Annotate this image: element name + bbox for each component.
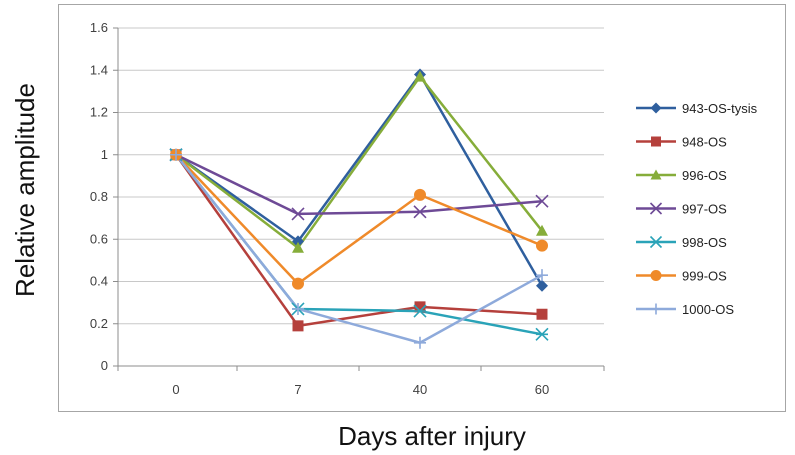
x-axis-title: Days after injury <box>338 421 526 451</box>
legend-item: 943-OS-tysis <box>636 101 758 116</box>
series-line <box>175 73 544 287</box>
legend-marker <box>649 235 663 249</box>
y-tick-label: 0.4 <box>90 274 108 289</box>
data-point <box>536 224 548 236</box>
series-line <box>175 153 543 345</box>
y-axis-title: Relative amplitude <box>10 83 40 297</box>
data-point <box>414 70 426 82</box>
data-point <box>292 235 304 248</box>
y-tick-label: 1.2 <box>90 105 108 120</box>
legend-marker <box>650 270 662 281</box>
data-point <box>292 320 304 332</box>
legend-item: 1000-OS <box>636 302 734 317</box>
y-tick-label: 0.6 <box>90 231 108 246</box>
gridlines <box>113 27 605 371</box>
y-tick-label: 0.8 <box>90 189 108 204</box>
legend-marker <box>650 102 662 114</box>
legend-item: 996-OS <box>636 168 727 183</box>
data-point <box>414 301 426 313</box>
series-line <box>175 153 543 285</box>
series-line <box>175 153 543 216</box>
data-point <box>170 148 182 161</box>
legend-item: 999-OS <box>636 269 727 284</box>
legend-label: 997-OS <box>682 202 727 217</box>
y-tick-labels: 0 0.2 0.4 0.6 0.8 1 1.2 1.4 1.6 <box>90 20 108 373</box>
data-point <box>292 277 304 290</box>
data-point <box>292 241 304 253</box>
chart-frame <box>58 4 786 412</box>
y-tick-label: 1.4 <box>90 62 108 77</box>
series-lines <box>174 73 544 345</box>
legend-marker <box>650 303 662 315</box>
data-point <box>536 279 548 292</box>
legend-marker <box>649 202 663 215</box>
data-point <box>536 269 548 282</box>
legend-item: 997-OS <box>636 202 727 217</box>
data-point <box>291 207 305 221</box>
data-point <box>536 239 548 252</box>
data-point <box>535 327 549 341</box>
legend-marker <box>651 136 661 147</box>
series-line <box>174 154 543 328</box>
data-point <box>413 205 427 219</box>
legend-label: 1000-OS <box>682 302 734 317</box>
legend-label: 998-OS <box>682 235 727 250</box>
legend-label: 996-OS <box>682 168 727 183</box>
data-point <box>414 336 426 349</box>
x-tick-label: 60 <box>535 382 549 397</box>
legend-item: 998-OS <box>636 235 727 250</box>
legend: 943-OS-tysis 948-OS 996-OS 997-OS 998-OS 999-… <box>636 101 758 317</box>
x-tick-label: 40 <box>413 382 427 397</box>
legend-marker <box>650 169 662 180</box>
data-point <box>292 302 304 315</box>
x-tick-labels: 0 7 40 60 <box>172 382 549 397</box>
legend-label: 999-OS <box>682 269 727 284</box>
data-point <box>535 194 549 208</box>
data-point <box>414 188 426 201</box>
y-tick-label: 0 <box>101 358 108 373</box>
x-tick-label: 0 <box>172 382 179 397</box>
series-markers <box>169 68 549 349</box>
series-line <box>175 75 543 249</box>
x-tick-label: 7 <box>294 382 301 397</box>
y-tick-label: 1 <box>101 147 108 162</box>
y-tick-label: 0.2 <box>90 316 108 331</box>
legend-item: 948-OS <box>636 135 727 150</box>
data-point <box>536 308 548 320</box>
legend-label: 943-OS-tysis <box>682 101 758 116</box>
legend-label: 948-OS <box>682 135 727 150</box>
data-point <box>413 304 427 318</box>
y-tick-label: 1.6 <box>90 20 108 35</box>
